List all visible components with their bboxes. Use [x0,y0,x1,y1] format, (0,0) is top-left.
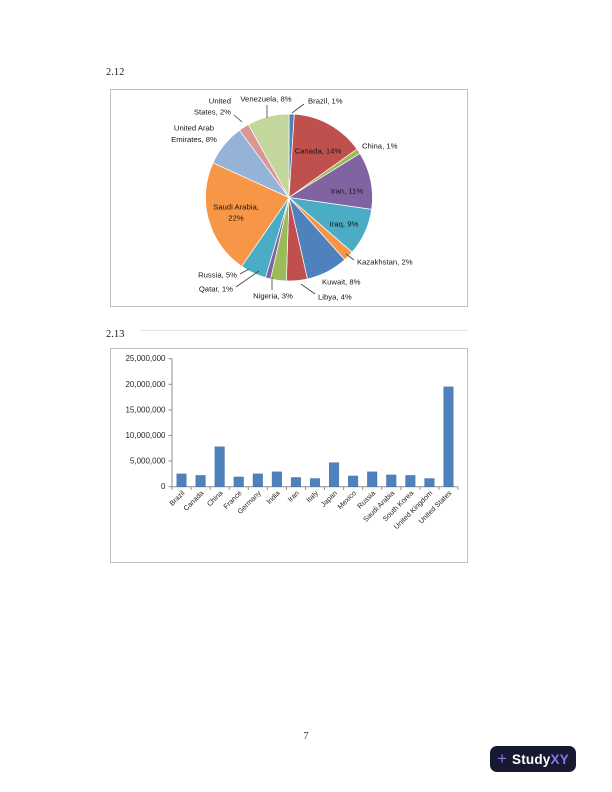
logo-wordmark: StudyXY [512,752,569,767]
plus-icon: + [497,748,507,768]
bar-chart-frame [110,348,468,563]
logo-text-primary: Study [512,751,551,767]
figure-label-2-13: 2.13 [106,329,125,340]
logo-text-accent: XY [550,751,569,767]
page-number: 7 [303,731,309,742]
studyxy-logo: + StudyXY [490,746,576,772]
figure-label-2-12: 2.12 [106,67,125,78]
pie-chart-frame [110,89,468,307]
